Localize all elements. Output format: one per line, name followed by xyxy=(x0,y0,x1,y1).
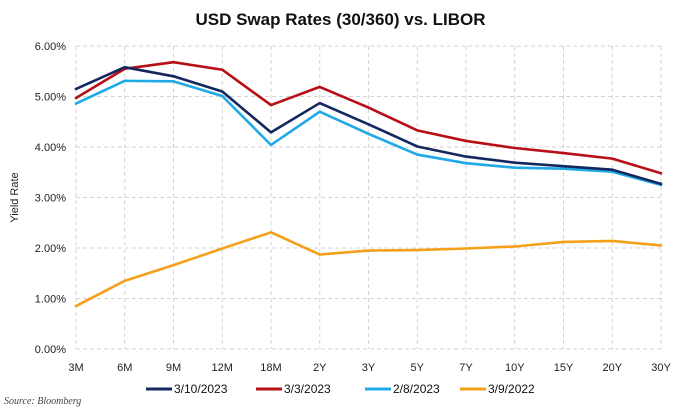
data-point xyxy=(464,155,468,158)
data-point xyxy=(367,132,370,136)
x-tick-label: 15Y xyxy=(554,362,574,374)
data-point xyxy=(269,143,273,147)
data-point xyxy=(221,90,224,93)
data-point xyxy=(74,87,78,91)
legend-label: 2/8/2023 xyxy=(393,382,440,396)
y-tick-label: 2.00% xyxy=(35,243,66,255)
data-point xyxy=(513,146,516,150)
legend: 3/10/2023 3/3/2023 2/8/2023 3/9/2022 xyxy=(146,382,535,396)
y-tick-label: 4.00% xyxy=(35,142,66,154)
y-axis-ticks: 0.00% 1.00% 2.00% 3.00% 4.00% 5.00% 6.00% xyxy=(35,41,66,356)
data-point xyxy=(123,279,126,283)
data-point xyxy=(74,102,78,105)
data-point xyxy=(513,166,516,169)
y-tick-label: 3.00% xyxy=(35,193,66,205)
y-tick-label: 1.00% xyxy=(35,294,66,306)
x-tick-label: 10Y xyxy=(505,362,525,374)
x-tick-label: 2Y xyxy=(313,362,327,374)
data-point xyxy=(74,304,78,308)
x-tick-label: 30Y xyxy=(651,362,671,374)
data-point xyxy=(464,161,468,165)
x-tick-label: 3M xyxy=(68,362,83,374)
legend-label: 3/10/2023 xyxy=(174,382,228,396)
data-point xyxy=(562,167,565,170)
source-note: Source: Bloomberg xyxy=(4,396,82,407)
y-axis-title: Yield Rate xyxy=(9,172,21,222)
data-point xyxy=(513,245,516,248)
chart-title: USD Swap Rates (30/360) vs. LIBOR xyxy=(195,10,486,29)
data-point xyxy=(464,247,468,250)
data-point xyxy=(367,106,370,109)
series-layer xyxy=(74,60,663,308)
data-point xyxy=(513,161,516,164)
data-point xyxy=(318,110,321,113)
data-point xyxy=(659,172,663,175)
x-tick-label: 9M xyxy=(166,362,181,374)
x-tick-label: 18M xyxy=(260,362,281,374)
data-point xyxy=(269,103,273,107)
grid-layer xyxy=(75,45,662,350)
data-point xyxy=(318,85,321,89)
data-point xyxy=(172,75,175,78)
legend-label: 3/9/2022 xyxy=(488,382,535,396)
data-point xyxy=(611,239,614,243)
data-point xyxy=(172,60,175,64)
data-point xyxy=(269,231,273,234)
data-point xyxy=(659,244,663,247)
data-point xyxy=(562,151,565,155)
data-point xyxy=(221,94,224,98)
data-point xyxy=(416,129,419,132)
legend-label: 3/3/2023 xyxy=(284,382,331,396)
x-tick-label: 6M xyxy=(117,362,132,374)
data-point xyxy=(74,96,78,100)
data-point xyxy=(269,131,273,134)
y-tick-label: 6.00% xyxy=(35,41,66,53)
x-tick-label: 20Y xyxy=(602,362,622,374)
y-tick-label: 0.00% xyxy=(35,344,66,356)
data-point xyxy=(416,248,419,252)
data-point xyxy=(611,157,614,160)
x-tick-label: 12M xyxy=(212,362,233,374)
y-tick-label: 5.00% xyxy=(35,92,66,104)
data-point xyxy=(611,168,614,171)
data-point xyxy=(221,68,224,71)
data-point xyxy=(562,164,565,168)
data-point xyxy=(464,139,468,143)
data-point xyxy=(318,101,321,105)
data-point xyxy=(367,123,370,126)
data-point xyxy=(318,253,321,256)
data-point xyxy=(123,79,126,83)
data-point xyxy=(416,153,419,156)
data-point xyxy=(416,145,419,148)
data-point xyxy=(172,80,175,83)
data-point xyxy=(172,263,175,267)
x-axis-ticks: 3M 6M 9M 12M 18M 2Y 3Y 5Y 7Y 10Y 15Y 20Y 30Y xyxy=(68,362,671,374)
x-tick-label: 5Y xyxy=(411,362,425,374)
data-point xyxy=(562,240,565,244)
x-tick-label: 7Y xyxy=(459,362,473,374)
data-point xyxy=(123,66,126,69)
x-tick-label: 3Y xyxy=(362,362,376,374)
data-point xyxy=(367,249,370,252)
data-point xyxy=(659,182,663,186)
data-point xyxy=(221,247,224,250)
